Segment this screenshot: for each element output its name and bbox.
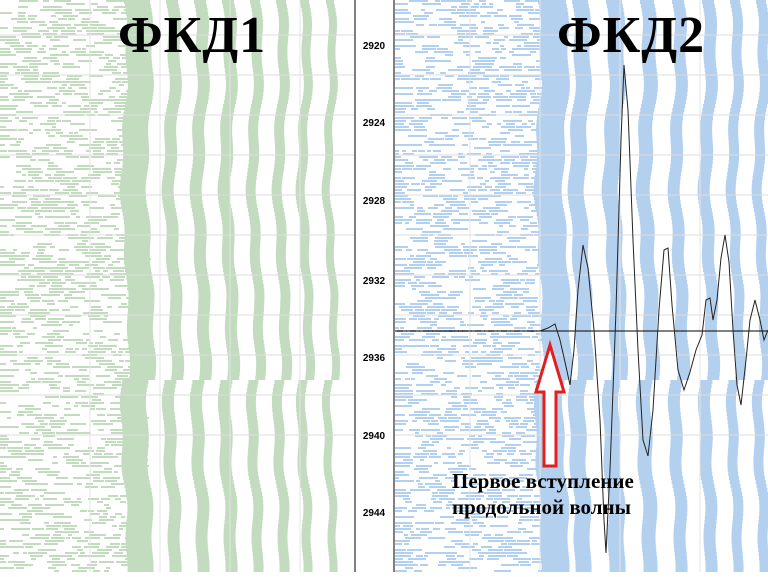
- depth-tick-2936: 2936: [362, 353, 386, 364]
- first-arrival-arrow: [533, 339, 567, 468]
- depth-tick-2924: 2924: [362, 118, 386, 129]
- annotation-line-2: продольной волны: [452, 495, 632, 519]
- depth-tick-2920: 2920: [362, 41, 386, 52]
- waveform-trace: [395, 64, 768, 554]
- fkd2-panel: [395, 0, 768, 572]
- depth-tick-2944: 2944: [362, 508, 386, 519]
- depth-tick-2940: 2940: [362, 431, 386, 442]
- fkd2-title: ФКД2: [557, 7, 706, 64]
- annotation-line-1: Первое вступление: [452, 469, 634, 493]
- fkd1-panel: [0, 0, 341, 572]
- depth-tick-2932: 2932: [362, 276, 386, 287]
- depth-tick-2928: 2928: [362, 196, 386, 207]
- fkd1-title: ФКД1: [118, 7, 267, 64]
